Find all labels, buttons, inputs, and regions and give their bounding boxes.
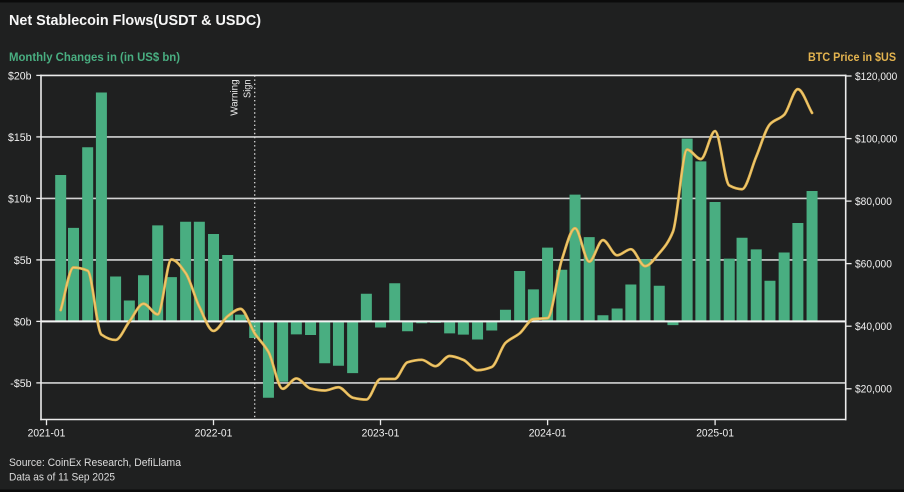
svg-text:$20b: $20b	[8, 70, 32, 82]
svg-text:BTC Price in $US: BTC Price in $US	[808, 50, 896, 64]
svg-text:$5b: $5b	[14, 255, 32, 267]
svg-text:Net Stablecoin Flows(USDT & US: Net Stablecoin Flows(USDT & USDC)	[9, 12, 261, 29]
svg-text:Data as of 11 Sep 2025: Data as of 11 Sep 2025	[9, 471, 115, 483]
svg-text:2021-01: 2021-01	[28, 427, 66, 439]
svg-text:$40,000: $40,000	[855, 321, 892, 333]
svg-text:2024-01: 2024-01	[529, 427, 567, 439]
svg-text:Monthly Changes in (in US$ bn): Monthly Changes in (in US$ bn)	[9, 50, 180, 64]
svg-text:$100,000: $100,000	[855, 134, 897, 146]
svg-text:$0b: $0b	[14, 316, 32, 328]
svg-text:$120,000: $120,000	[855, 71, 897, 83]
svg-text:Source: CoinEx Research, DefiL: Source: CoinEx Research, DefiLlama	[9, 457, 182, 469]
svg-text:Sign: Sign	[243, 79, 254, 98]
svg-text:-$5b: -$5b	[10, 378, 31, 390]
svg-text:2025-01: 2025-01	[696, 427, 734, 439]
svg-text:$80,000: $80,000	[855, 196, 892, 208]
svg-text:$20,000: $20,000	[855, 384, 892, 396]
svg-text:$60,000: $60,000	[855, 259, 892, 271]
svg-text:Warning: Warning	[229, 79, 240, 116]
svg-text:2023-01: 2023-01	[362, 427, 400, 439]
svg-text:2022-01: 2022-01	[195, 427, 233, 439]
svg-text:$10b: $10b	[8, 193, 32, 205]
svg-text:$15b: $15b	[8, 132, 32, 144]
